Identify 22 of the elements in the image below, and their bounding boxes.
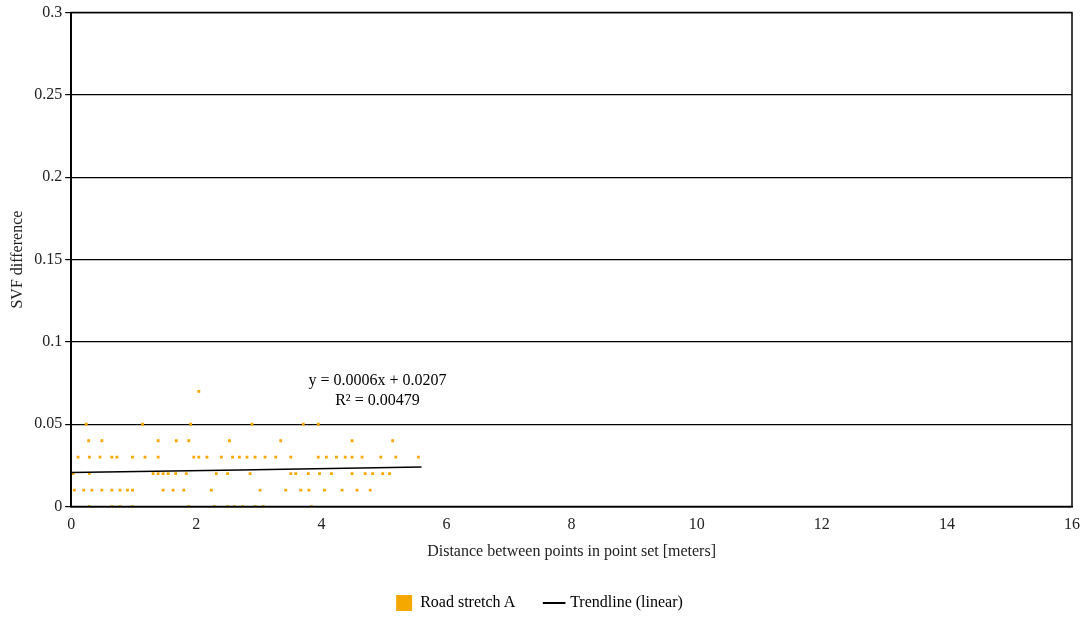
annotation: R² = 0.00479 xyxy=(335,390,420,408)
x-tick-label: 2 xyxy=(192,515,201,533)
y-tick-label: 0.05 xyxy=(34,414,63,432)
x-tick-label: 4 xyxy=(317,515,326,533)
y-tick-label: 0.1 xyxy=(42,332,63,350)
x-tick-label: 14 xyxy=(938,515,955,533)
x-tick-label: 10 xyxy=(688,515,705,533)
annotation: y = 0.0006x + 0.0207 xyxy=(308,370,447,389)
legend-label: Road stretch A xyxy=(420,593,516,611)
y-tick-label: 0.3 xyxy=(42,2,63,20)
x-tick-label: 12 xyxy=(813,515,830,533)
x-tick-label: 0 xyxy=(67,515,76,533)
x-tick-label: 8 xyxy=(567,515,576,533)
y-axis-title: SVF difference xyxy=(7,210,25,309)
x-axis-title: Distance between points in point set [meters] xyxy=(427,541,717,560)
y-tick-label: 0.25 xyxy=(34,85,63,103)
legend-label: Trendline (linear) xyxy=(570,593,683,612)
x-tick-label: 16 xyxy=(1064,515,1080,533)
y-tick-label: 0 xyxy=(54,496,63,514)
y-tick-label: 0.2 xyxy=(42,167,63,185)
y-tick-label: 0.15 xyxy=(34,249,63,267)
x-tick-label: 6 xyxy=(442,515,451,533)
